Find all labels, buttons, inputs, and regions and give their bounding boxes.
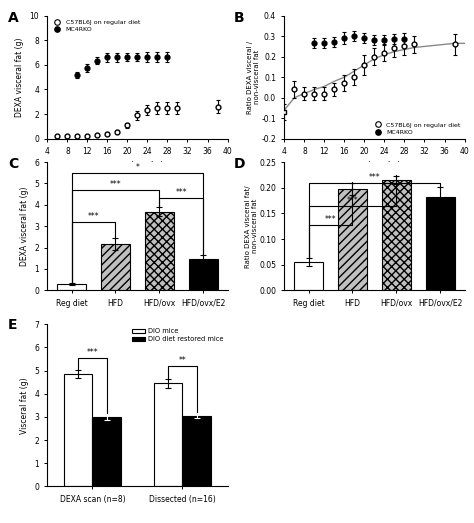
- X-axis label: age (weeks): age (weeks): [112, 162, 163, 170]
- Text: B: B: [234, 11, 245, 25]
- Text: *: *: [136, 163, 139, 172]
- Legend: DIO mice, DIO diet restored mice: DIO mice, DIO diet restored mice: [131, 327, 224, 343]
- Y-axis label: Ratio DEXA visceral fat/
non-visceral fat: Ratio DEXA visceral fat/ non-visceral fa…: [245, 185, 258, 267]
- Text: ***: ***: [109, 180, 121, 189]
- Y-axis label: Ratio DEXA visceral /
non-visceral fat: Ratio DEXA visceral / non-visceral fat: [247, 41, 260, 113]
- Text: ***: ***: [325, 214, 337, 224]
- Text: ***: ***: [175, 188, 187, 197]
- Bar: [101, 244, 130, 290]
- Bar: [426, 197, 455, 290]
- Text: D: D: [234, 157, 246, 171]
- Text: ***: ***: [346, 196, 358, 204]
- Y-axis label: Visceral fat (g): Visceral fat (g): [19, 377, 28, 434]
- Legend: C57BL6J on regular diet, MC4RKO: C57BL6J on regular diet, MC4RKO: [51, 19, 140, 33]
- Text: A: A: [8, 11, 18, 25]
- Bar: [92, 417, 121, 486]
- Y-axis label: DEXA visceral fat (g): DEXA visceral fat (g): [15, 37, 24, 117]
- Bar: [57, 285, 86, 290]
- Text: E: E: [8, 318, 17, 332]
- Bar: [382, 180, 410, 290]
- Bar: [182, 416, 211, 486]
- Bar: [338, 189, 367, 290]
- Text: **: **: [179, 356, 186, 365]
- Bar: [189, 259, 218, 290]
- X-axis label: age (weeks): age (weeks): [349, 162, 400, 170]
- Text: ***: ***: [88, 212, 100, 221]
- Text: C: C: [8, 157, 18, 171]
- Bar: [154, 383, 182, 486]
- Bar: [294, 262, 323, 290]
- Bar: [64, 374, 92, 486]
- Bar: [145, 212, 173, 290]
- Y-axis label: DEXA visceral fat (g): DEXA visceral fat (g): [19, 186, 28, 266]
- Text: ***: ***: [369, 173, 380, 181]
- Legend: C57BL6J on regular diet, MC4RKO: C57BL6J on regular diet, MC4RKO: [372, 121, 461, 135]
- Text: ***: ***: [87, 348, 98, 357]
